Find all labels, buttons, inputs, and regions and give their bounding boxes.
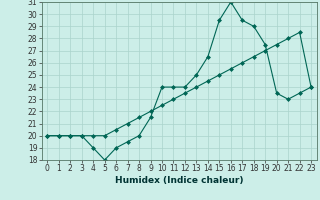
X-axis label: Humidex (Indice chaleur): Humidex (Indice chaleur) bbox=[115, 176, 244, 185]
